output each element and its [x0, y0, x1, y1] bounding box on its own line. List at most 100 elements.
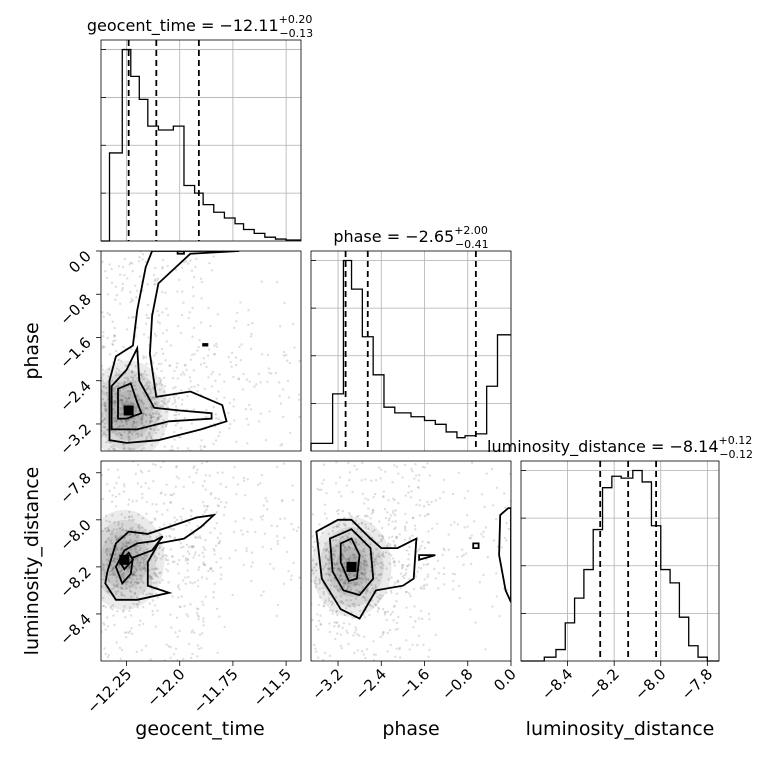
sample-point [339, 573, 342, 577]
sample-point [334, 563, 337, 567]
sample-point [103, 418, 106, 421]
sample-point [325, 549, 328, 553]
sample-point [373, 573, 377, 576]
sample-point [268, 410, 271, 413]
sample-point [171, 402, 175, 406]
sample-point [355, 515, 359, 518]
sample-point [154, 266, 157, 270]
sample-point [495, 486, 499, 490]
sample-point [193, 631, 196, 635]
sample-point [111, 568, 115, 571]
sample-point [112, 448, 116, 451]
sample-point [106, 656, 110, 659]
sample-point [122, 388, 125, 391]
sample-point [131, 316, 134, 319]
sample-point [105, 276, 109, 280]
sample-point [321, 658, 325, 661]
sample-point [223, 380, 226, 383]
sample-point [241, 388, 245, 391]
sample-point [98, 424, 100, 426]
sample-point [204, 415, 208, 419]
sample-point [119, 570, 123, 573]
geocent-time-luminosity-distance-2d-panel: −12.25 −12.0 −11.75 −11.5−7.8−8.0−8.2−8.4 [56, 460, 302, 717]
sample-point [114, 534, 117, 538]
sample-point [160, 491, 163, 494]
sample-point [127, 503, 130, 506]
sample-point [133, 374, 137, 377]
sample-point [140, 433, 143, 436]
sample-point [425, 583, 429, 586]
sample-point [128, 585, 132, 588]
sample-point [371, 587, 375, 590]
sample-point [181, 398, 184, 402]
sample-point [337, 567, 341, 570]
sample-point [161, 425, 164, 429]
sample-point [423, 514, 427, 518]
sample-point [262, 504, 266, 507]
sample-point [190, 546, 194, 549]
sample-point [329, 584, 333, 587]
sample-point [330, 579, 333, 582]
sample-point [373, 560, 376, 564]
sample-point [369, 569, 373, 573]
sample-point [162, 502, 166, 505]
sample-point [87, 544, 89, 546]
sample-point [102, 385, 105, 388]
sample-point [112, 453, 114, 455]
sample-point [131, 262, 134, 265]
sample-point [458, 596, 461, 600]
sample-point [142, 581, 145, 585]
contour-line [315, 518, 418, 620]
sample-point [377, 606, 380, 609]
sample-point [410, 467, 413, 471]
sample-point [468, 608, 472, 611]
sample-point [109, 606, 112, 610]
sample-point [123, 257, 126, 261]
sample-point [408, 563, 411, 566]
sample-point [202, 501, 205, 504]
sample-point [142, 561, 145, 565]
sample-point [113, 573, 116, 576]
sample-point [426, 500, 429, 504]
sample-point [154, 568, 158, 571]
sample-point [364, 580, 367, 583]
sample-point [418, 498, 422, 502]
geocent-time-phase-2d-panel: 0.0−0.8−1.6−2.4−3.2 [56, 247, 302, 459]
sample-point [150, 567, 154, 570]
sample-point [149, 420, 152, 423]
sample-point [385, 591, 388, 594]
sample-point [353, 605, 356, 608]
sample-point [187, 316, 190, 320]
sample-point [137, 398, 141, 402]
sample-point [123, 552, 126, 556]
sample-point [174, 410, 177, 414]
sample-point [333, 563, 336, 567]
sample-point [164, 557, 167, 560]
sample-point [102, 425, 106, 429]
sample-point [406, 564, 409, 568]
sample-point [155, 556, 159, 560]
sample-point [434, 633, 437, 637]
sample-point [363, 568, 366, 572]
sample-point [388, 552, 391, 556]
sample-point [104, 422, 107, 425]
sample-point [338, 490, 341, 494]
sample-point [427, 612, 431, 616]
sample-point [304, 552, 306, 554]
sample-point [224, 485, 228, 489]
sample-point [452, 579, 455, 583]
sample-point [124, 386, 127, 389]
sample-point [195, 471, 198, 475]
sample-point [116, 583, 119, 586]
sample-point [214, 454, 216, 456]
sample-point [408, 592, 411, 595]
sample-point [131, 381, 134, 385]
sample-point [145, 313, 148, 317]
sample-point [387, 544, 390, 548]
sample-point [337, 577, 341, 581]
sample-point [157, 362, 160, 366]
sample-point [153, 572, 156, 576]
sample-point [114, 536, 117, 539]
sample-point [101, 414, 104, 418]
sample-point [480, 493, 484, 496]
